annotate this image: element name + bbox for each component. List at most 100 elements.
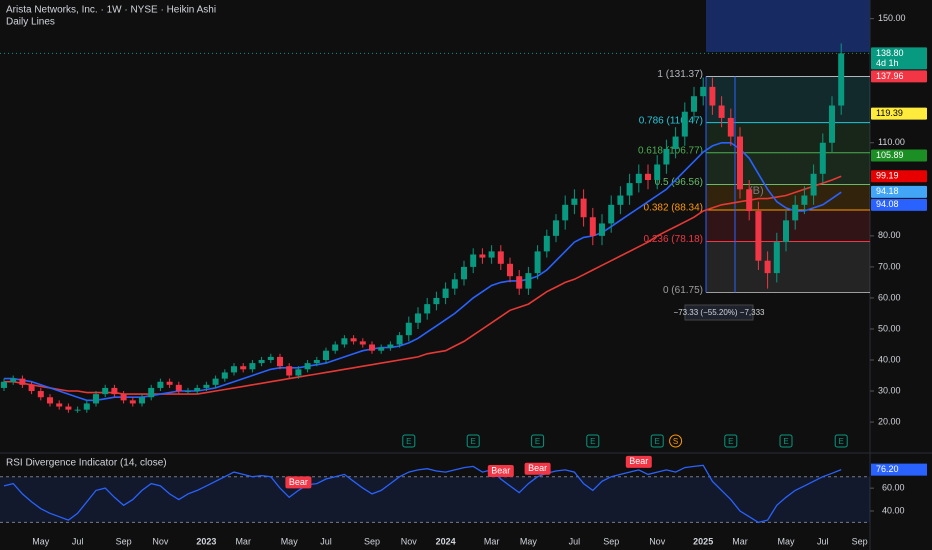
candle-body — [19, 378, 26, 385]
candle-body — [617, 195, 624, 205]
candle-body — [589, 217, 596, 236]
candle-body — [479, 254, 486, 258]
candle-body — [111, 387, 118, 395]
candle-body — [166, 381, 173, 385]
candle-body — [295, 369, 302, 376]
candle-body — [424, 304, 431, 314]
candle-body — [350, 338, 357, 342]
fib-label: 0 (61.75) — [663, 285, 703, 296]
moving-average — [4, 142, 842, 402]
y-tick-label: 80.00 — [878, 230, 901, 240]
candle-body — [727, 117, 734, 137]
signal-box — [285, 476, 312, 489]
candle-body — [341, 338, 348, 345]
event-label: E — [655, 437, 660, 446]
event-marker — [586, 434, 600, 448]
candle-body — [185, 391, 191, 393]
candle-body — [829, 105, 835, 143]
candle-body — [323, 350, 329, 360]
x-tick-label: May — [520, 536, 538, 546]
candle-body — [378, 347, 385, 351]
x-tick-label: Nov — [649, 536, 666, 546]
y-tick-label: 30.00 — [878, 385, 901, 395]
candle-body — [332, 344, 339, 351]
event-label: E — [471, 437, 476, 446]
signal-label: Bear — [289, 477, 308, 487]
y-tick-label: 150.00 — [878, 13, 906, 23]
candle-body — [175, 384, 182, 392]
candle-body — [718, 105, 725, 118]
candle-body — [396, 335, 403, 345]
candle-body — [783, 220, 789, 243]
candle-body — [672, 136, 679, 149]
rsi-band — [0, 476, 870, 523]
y-tick-label: 40.00 — [878, 354, 901, 364]
price-label-box — [871, 185, 927, 198]
event-marker — [779, 434, 793, 448]
x-tick-label: 2025 — [693, 536, 713, 546]
signal-label: Bear — [629, 456, 648, 466]
x-tick-label: Jul — [320, 536, 332, 546]
event-marker — [669, 434, 683, 448]
event-marker — [650, 434, 664, 448]
candle-body — [148, 387, 155, 398]
chart-subtitle: Daily Lines — [6, 17, 55, 28]
candle-body — [405, 322, 412, 336]
candle-body — [10, 378, 17, 382]
candle-body — [543, 235, 550, 252]
candle-body — [47, 397, 53, 404]
price-label: 137.96 — [876, 71, 904, 81]
y-tick-label: 60.00 — [878, 292, 901, 302]
candle-body — [120, 394, 127, 401]
x-tick-label: Sep — [603, 536, 619, 546]
candle-body — [240, 366, 247, 370]
candle-body — [497, 251, 504, 264]
event-marker — [402, 434, 416, 448]
x-tick-label: Jul — [569, 536, 581, 546]
candle-body — [129, 400, 136, 404]
candle-body — [387, 344, 394, 348]
price-label: 138.80 — [876, 48, 904, 58]
candle-body — [580, 198, 587, 218]
x-tick-label: May — [281, 536, 299, 546]
candle-body — [691, 96, 697, 112]
fib-label: 1 (131.37) — [657, 69, 703, 80]
event-label: E — [783, 437, 788, 446]
candle-body — [764, 260, 771, 274]
fib-band — [706, 184, 870, 210]
candle-body — [194, 387, 201, 392]
candle-body — [737, 136, 743, 190]
rsi-current-box — [871, 463, 927, 476]
chart-title: Arista Networks, Inc. · 1W · NYSE · Heik… — [6, 5, 216, 16]
signal-label: Bear — [528, 463, 547, 473]
candle-body — [755, 211, 762, 261]
event-label: E — [535, 437, 540, 446]
event-label: E — [728, 437, 733, 446]
price-label: 119.39 — [876, 108, 903, 118]
signal-label: Bear — [491, 465, 510, 475]
x-tick-label: Jul — [72, 536, 84, 546]
rsi-title: RSI Divergence Indicator (14, close) — [6, 458, 167, 469]
rsi-y-tick-label: 40.00 — [882, 505, 905, 515]
fib-label: 0.236 (78.18) — [644, 234, 704, 245]
y-tick-label: 110.00 — [878, 137, 905, 147]
rsi-line — [3, 464, 842, 524]
event-marker — [531, 434, 545, 448]
candle-body — [635, 173, 642, 184]
candle-body — [277, 356, 283, 367]
x-tick-label: Sep — [116, 536, 132, 546]
event-label: S — [673, 437, 678, 446]
candle-body — [525, 273, 532, 289]
fib-label: 0.382 (88.34) — [644, 203, 704, 214]
candle-body — [553, 220, 559, 236]
candle-body — [258, 360, 265, 364]
event-marker — [724, 434, 738, 448]
y-tick-label: 70.00 — [878, 261, 901, 271]
fib-label: 0.618 (106.77) — [638, 145, 703, 156]
price-label: 94.08 — [876, 199, 899, 209]
candle-body — [470, 254, 477, 267]
x-tick-label: Sep — [852, 536, 868, 546]
candle-body — [56, 403, 63, 407]
candle-body — [663, 148, 670, 165]
